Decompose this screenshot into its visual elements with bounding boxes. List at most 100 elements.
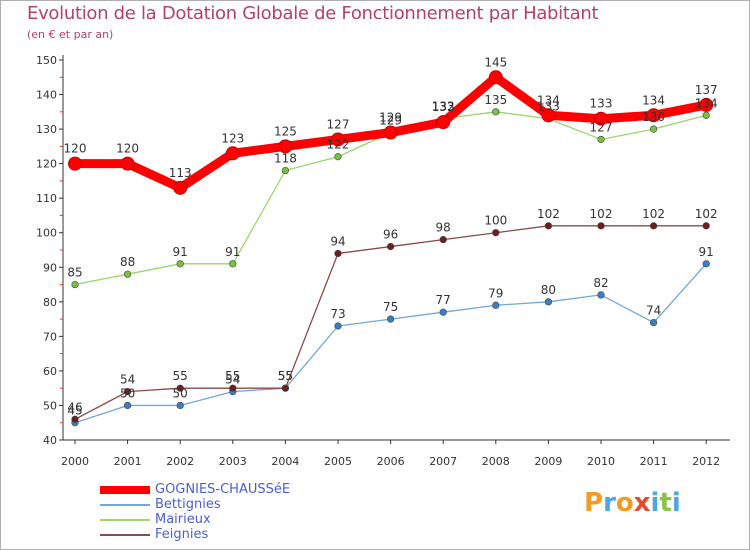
data-label-feignies: 102 <box>537 207 560 221</box>
data-label-gognies-chauss-e: 134 <box>537 93 560 107</box>
data-point-mairieux <box>71 280 79 289</box>
data-point-gognies-chauss-e <box>699 97 714 112</box>
data-label-feignies: 98 <box>436 221 451 235</box>
data-label-mairieux: 91 <box>225 245 240 259</box>
data-label-mairieux: 91 <box>173 245 188 259</box>
y-tick-label: 100 <box>36 227 57 240</box>
data-point-gognies-chauss-e <box>646 108 661 123</box>
data-label-mairieux: 135 <box>484 93 507 107</box>
data-label-bettignies: 73 <box>330 307 345 321</box>
data-point-mairieux <box>229 260 237 268</box>
data-label-gognies-chauss-e: 129 <box>379 111 402 125</box>
data-label-feignies: 102 <box>642 207 665 221</box>
data-point-gognies-chauss-e <box>331 132 345 147</box>
data-point-bettignies <box>492 301 500 309</box>
x-tick-label: 2011 <box>640 455 668 468</box>
data-label-feignies: 55 <box>173 369 188 383</box>
data-label-gognies-chauss-e: 132 <box>432 100 455 114</box>
y-tick-label: 130 <box>36 123 57 136</box>
data-point-mairieux <box>176 260 184 268</box>
data-label-gognies-chauss-e: 133 <box>590 97 613 111</box>
x-tick-label: 2009 <box>534 455 562 468</box>
data-point-feignies <box>702 222 710 230</box>
data-point-bettignies <box>387 315 395 323</box>
data-point-bettignies <box>649 318 658 327</box>
data-label-mairieux: 127 <box>590 120 613 134</box>
legend-label-gognies-chaussee: GOGNIES-CHAUSSéE <box>155 482 291 497</box>
y-tick-label: 60 <box>43 365 57 378</box>
axes: 40 50 60 70 80 90 100 110 120 130 140 150 2000 2001 20… <box>36 54 730 468</box>
data-label-mairieux: 129 <box>379 114 402 128</box>
data-label-bettignies: 91 <box>699 245 714 259</box>
logo-letter: r <box>603 488 616 518</box>
proxiti-logo: Proxiti <box>584 488 681 518</box>
data-label-bettignies: 77 <box>436 293 451 307</box>
x-tick-label: 2001 <box>114 455 142 468</box>
data-point-gognies-chauss-e <box>436 115 451 130</box>
data-label-feignies: 46 <box>67 400 82 414</box>
data-point-feignies <box>176 384 184 392</box>
data-label-feignies: 55 <box>278 369 293 383</box>
x-tick-label: 2008 <box>482 455 510 468</box>
data-label-gognies-chauss-e: 127 <box>327 117 350 131</box>
data-point-mairieux <box>492 108 500 116</box>
data-label-mairieux: 85 <box>67 266 82 280</box>
logo-letter: t <box>659 488 672 518</box>
data-label-gognies-chauss-e: 125 <box>274 124 297 138</box>
data-point-gognies-chauss-e <box>541 108 556 123</box>
x-tick-label: 2003 <box>219 455 247 468</box>
data-label-feignies: 55 <box>225 369 240 383</box>
chart-title: Evolution de la Dotation Globale de Fonc… <box>27 3 599 24</box>
data-point-mairieux <box>649 125 658 133</box>
data-label-feignies: 100 <box>484 214 507 228</box>
chart-subtitle: (en € et par an) <box>27 28 114 41</box>
data-point-feignies <box>123 388 132 396</box>
x-tick-label: 2000 <box>61 455 89 468</box>
data-point-gognies-chauss-e <box>225 146 240 161</box>
logo-letter: P <box>584 488 604 518</box>
y-tick-label: 50 <box>43 399 57 412</box>
logo-letter: o <box>615 488 634 518</box>
data-point-feignies <box>281 384 290 392</box>
data-point-feignies <box>334 249 342 258</box>
legend-label-bettignies: Bettignies <box>155 497 221 512</box>
data-label-gognies-chauss-e: 123 <box>221 131 244 145</box>
data-point-bettignies <box>544 298 553 306</box>
x-tick-label: 2006 <box>377 455 405 468</box>
data-label-bettignies: 45 <box>67 404 82 418</box>
data-point-feignies <box>649 222 658 230</box>
data-label-gognies-chauss-e: 120 <box>116 142 139 156</box>
data-label-bettignies: 55 <box>278 369 293 383</box>
data-label-mairieux: 88 <box>120 255 135 269</box>
data-point-gognies-chauss-e <box>173 180 188 195</box>
data-label-feignies: 96 <box>383 228 398 242</box>
data-label-gognies-chauss-e: 134 <box>642 93 665 107</box>
data-point-mairieux <box>281 166 290 175</box>
data-point-feignies <box>492 229 500 237</box>
y-tick-label: 140 <box>36 89 57 102</box>
data-point-gognies-chauss-e <box>488 70 503 85</box>
data-label-bettignies: 80 <box>541 283 556 297</box>
logo-letter: i <box>650 488 660 518</box>
x-tick-label: 2012 <box>692 455 720 468</box>
data-label-mairieux: 133 <box>537 100 560 114</box>
y-tick-label: 40 <box>43 434 57 447</box>
logo-letter: x <box>633 488 651 518</box>
legend-swatch-feignies <box>100 534 150 536</box>
data-point-bettignies <box>439 308 447 316</box>
data-point-feignies <box>597 222 605 230</box>
data-label-feignies: 102 <box>590 207 613 221</box>
x-tick-label: 2002 <box>166 455 194 468</box>
legend-swatch-gognies-chaussee <box>100 486 150 494</box>
data-label-bettignies: 50 <box>173 386 188 400</box>
data-label-mairieux: 130 <box>642 110 665 124</box>
data-label-gognies-chauss-e: 120 <box>64 142 87 156</box>
x-tick-label: 2007 <box>429 455 457 468</box>
legend-swatch-bettignies <box>100 504 150 506</box>
data-point-feignies <box>544 222 553 230</box>
data-label-mairieux: 118 <box>274 152 297 166</box>
data-point-mairieux <box>597 135 605 144</box>
series-layer <box>68 70 714 427</box>
